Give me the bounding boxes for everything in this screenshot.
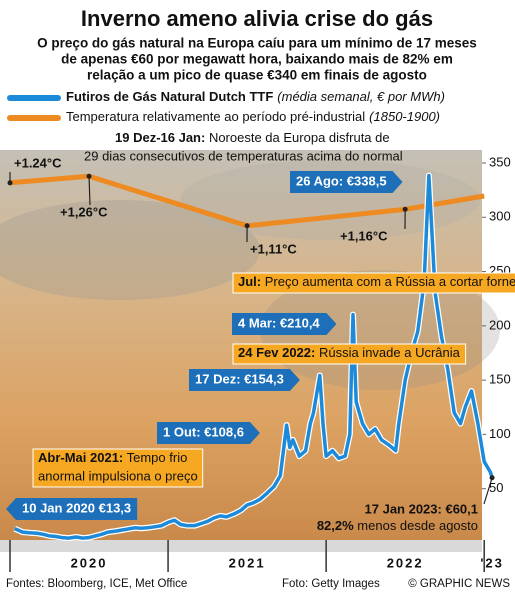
subtitle: relação a um pico de quase €340 em finai… xyxy=(87,68,427,83)
end-note-part: 82,2% xyxy=(317,518,354,533)
callout-bg xyxy=(6,498,138,520)
chart-title: Inverno ameno alivia crise do gás xyxy=(81,6,433,31)
footer-photo: Foto: Getty Images xyxy=(282,578,380,590)
event-text-part: Rússia invade a Ucrânia xyxy=(315,345,460,360)
annotation-part: 19 Dez-16 Jan: xyxy=(115,130,205,145)
x-tick-label: 2022 xyxy=(387,555,424,570)
leader-line xyxy=(483,477,493,505)
callout: 10 Jan 2020 €13,3 xyxy=(6,498,138,520)
callout: 4 Mar: €210,4 xyxy=(232,313,337,335)
y-tick-label: 150 xyxy=(489,372,511,387)
callout-bg xyxy=(189,369,300,391)
temperature-label: +1.24°C xyxy=(14,155,62,170)
callout-label: 4 Mar: €210,4 xyxy=(238,315,320,330)
subtitle: O preço do gás natural na Europa caíu pa… xyxy=(37,36,477,51)
callout-bg xyxy=(157,422,260,444)
event-box: Jul: Preço aumenta com a Rússia a cortar… xyxy=(232,272,515,294)
end-note: 82,2% menos desde agosto xyxy=(317,518,478,533)
callout: 26 Ago: €338,5 xyxy=(290,171,403,193)
legend-label-part: (média semanal, € por MWh) xyxy=(277,89,445,104)
legend-label-part: Futiros de Gás Natural Dutch TTF xyxy=(66,89,273,104)
end-note: 17 Jan 2023: €60,1 xyxy=(365,501,478,516)
callout-label: 17 Dez: €154,3 xyxy=(195,371,284,386)
x-axis-band xyxy=(0,540,482,552)
callout: 1 Out: €108,6 xyxy=(157,422,260,444)
callout-bg xyxy=(232,313,337,335)
event-text: Abr-Mai 2021: Tempo frio xyxy=(38,450,187,465)
legend-label: Temperatura relativamente ao período pré… xyxy=(66,109,440,124)
event-box-bg xyxy=(232,272,515,294)
temperature-label: +1,16°C xyxy=(340,228,388,243)
callout-bg xyxy=(290,171,403,193)
callout-label: 1 Out: €108,6 xyxy=(163,424,244,439)
event-text-part: Jul: xyxy=(238,274,261,289)
y-tick-label: 350 xyxy=(489,154,511,169)
series-line xyxy=(13,173,494,540)
callout: 17 Dez: €154,3 xyxy=(189,369,300,391)
event-text: anormal impulsiona o preço xyxy=(38,468,198,483)
y-tick-label: 100 xyxy=(489,426,511,441)
y-tick-label: 300 xyxy=(489,209,511,224)
annotation-part: Noroeste da Europa disfruta de xyxy=(205,130,389,145)
legend-label-part: Temperatura relativamente ao período pré… xyxy=(66,109,365,124)
temperature-point xyxy=(7,180,13,186)
event-text: 24 Fev 2022: Rússia invade a Ucrânia xyxy=(238,345,461,360)
leader-line xyxy=(88,176,91,206)
temperature-label: +1,11°C xyxy=(250,241,297,256)
event-box-bg xyxy=(232,343,467,365)
temperature-point xyxy=(244,223,250,229)
legend-label: Futiros de Gás Natural Dutch TTF (média s… xyxy=(66,89,445,104)
temperature-label: +1,26°C xyxy=(60,204,108,219)
event-box-bg xyxy=(32,448,204,488)
cloud xyxy=(0,200,260,300)
x-tick-label: '23 xyxy=(480,555,504,570)
end-point xyxy=(489,475,495,481)
event-box: 24 Fev 2022: Rússia invade a Ucrânia xyxy=(232,343,467,365)
x-tick-label: 2021 xyxy=(229,555,266,570)
event-text-part: 24 Fev 2022: xyxy=(238,345,315,360)
event-text-part: Preço aumenta com a Rússia a cortar forn… xyxy=(261,274,515,289)
callout-label: 26 Ago: €338,5 xyxy=(296,173,387,188)
y-tick-label: 50 xyxy=(489,480,503,495)
event-text: Jul: Preço aumenta com a Rússia a cortar… xyxy=(238,274,515,289)
temperature-point xyxy=(402,206,408,212)
subtitle: de apenas €60 por megawatt hora, baixand… xyxy=(61,52,453,67)
annotation: 29 dias consecutivos de temperaturas aci… xyxy=(84,148,403,163)
end-note-part: menos desde agosto xyxy=(354,518,478,533)
event-box: Abr-Mai 2021: Tempo frio anormal impulsio… xyxy=(32,448,204,488)
temperature-point xyxy=(86,173,92,179)
legend-label-part: (1850-1900) xyxy=(369,109,440,124)
footer-source: Fontes: Bloomberg, ICE, Met Office xyxy=(6,578,187,590)
event-text-part: Tempo frio xyxy=(123,450,187,465)
callout-label: 10 Jan 2020 €13,3 xyxy=(22,500,131,515)
annotation: 19 Dez-16 Jan: Noroeste da Europa disfru… xyxy=(115,130,390,145)
y-tick-label: 200 xyxy=(489,317,511,332)
x-tick-label: 2020 xyxy=(71,555,108,570)
footer-credit: © GRAPHIC NEWS xyxy=(408,578,510,590)
event-text-part: Abr-Mai 2021: xyxy=(38,450,123,465)
